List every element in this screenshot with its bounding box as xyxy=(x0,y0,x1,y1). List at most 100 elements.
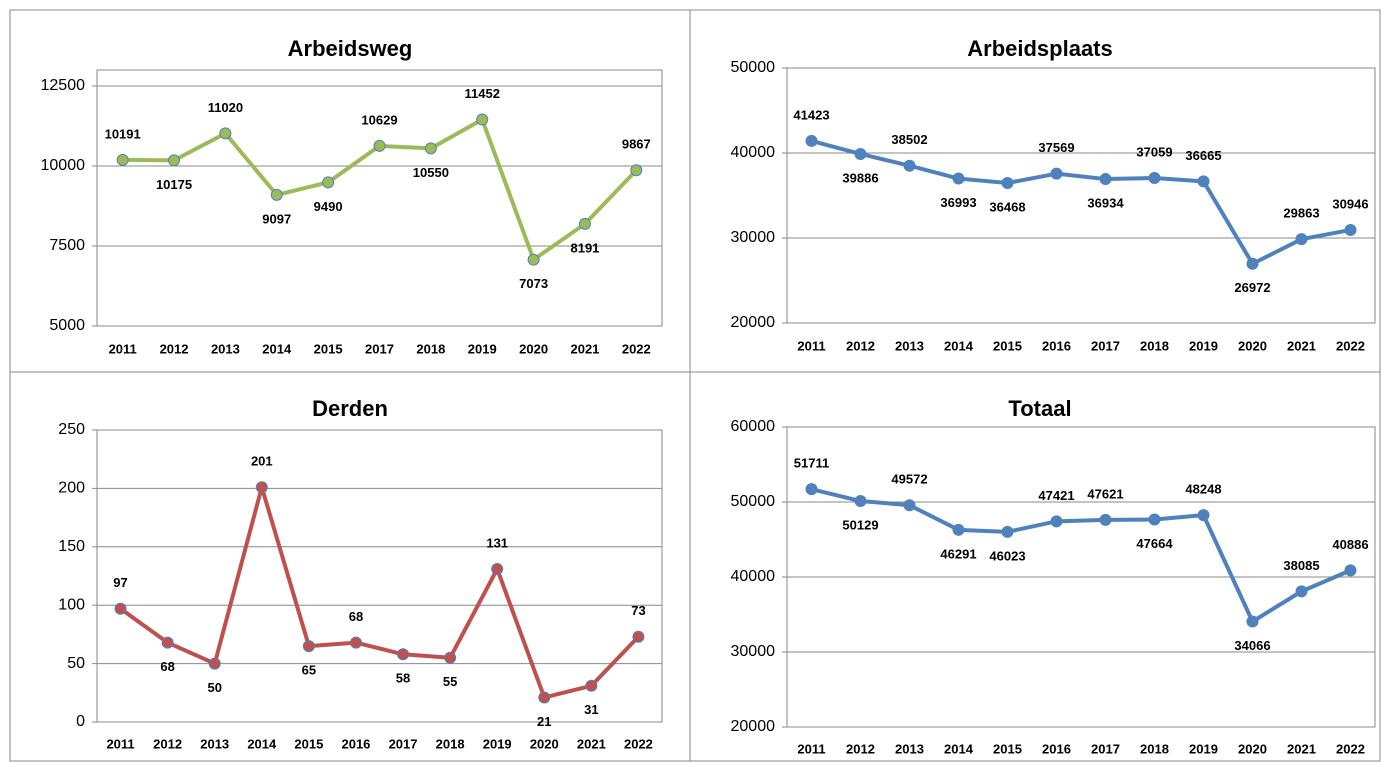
data-label: 10629 xyxy=(361,112,397,127)
panel-border xyxy=(689,9,1381,373)
point xyxy=(1197,509,1210,522)
x-tick-label: 2018 xyxy=(1140,338,1169,353)
data-label: 36993 xyxy=(940,195,976,210)
y-tick-label: 0 xyxy=(76,713,85,730)
data-label: 39886 xyxy=(842,170,878,185)
x-tick-label: 2012 xyxy=(160,341,189,356)
data-label: 68 xyxy=(160,659,174,674)
point xyxy=(630,164,643,177)
x-tick-label: 2014 xyxy=(944,338,974,353)
plot-area xyxy=(786,426,1376,728)
x-tick-label: 2016 xyxy=(1042,338,1071,353)
point xyxy=(632,630,645,643)
x-tick-label: 2022 xyxy=(1336,741,1365,756)
point xyxy=(854,495,867,508)
data-label: 58 xyxy=(396,671,410,686)
x-tick-label: 2012 xyxy=(846,338,875,353)
point xyxy=(270,188,283,201)
data-label: 37059 xyxy=(1136,144,1172,159)
x-tick-label: 2012 xyxy=(153,736,182,751)
point xyxy=(903,499,916,512)
data-label: 30946 xyxy=(1332,196,1368,211)
point xyxy=(476,113,489,126)
point xyxy=(444,651,457,664)
data-label: 68 xyxy=(349,609,363,624)
chart-title: Totaal xyxy=(1008,396,1071,421)
point xyxy=(1099,173,1112,186)
x-tick-label: 2017 xyxy=(1091,741,1120,756)
y-tick-label: 20000 xyxy=(731,718,776,735)
y-tick-label: 60000 xyxy=(731,418,776,435)
x-tick-label: 2017 xyxy=(1091,338,1120,353)
x-tick-label: 2013 xyxy=(895,741,924,756)
line xyxy=(811,487,1352,624)
x-tick-label: 2013 xyxy=(211,341,240,356)
data-label: 9490 xyxy=(314,199,343,214)
data-label: 21 xyxy=(537,714,551,729)
y-tick-label: 30000 xyxy=(731,229,776,246)
point xyxy=(1001,525,1014,538)
x-tick-label: 2022 xyxy=(624,736,653,751)
x-tick-label: 2015 xyxy=(993,338,1022,353)
point xyxy=(1001,177,1014,190)
data-label: 46291 xyxy=(940,546,976,561)
plot-area xyxy=(96,429,663,723)
point xyxy=(302,640,315,653)
x-tick-label: 2011 xyxy=(797,338,825,353)
data-label: 46023 xyxy=(989,548,1025,563)
data-label: 36934 xyxy=(1087,195,1124,210)
x-tick-label: 2019 xyxy=(1189,338,1218,353)
data-label: 10191 xyxy=(105,126,141,141)
y-tick-label: 250 xyxy=(58,421,85,438)
data-label: 73 xyxy=(631,603,645,618)
panel-border xyxy=(689,371,1381,762)
panel-border xyxy=(9,9,691,373)
line xyxy=(119,485,640,700)
point xyxy=(1050,515,1063,528)
x-tick-label: 2019 xyxy=(468,341,497,356)
data-label: 7073 xyxy=(519,276,548,291)
data-label: 37569 xyxy=(1038,140,1074,155)
data-label: 8191 xyxy=(570,240,599,255)
point xyxy=(1148,171,1161,184)
data-label: 31 xyxy=(584,702,598,717)
point xyxy=(397,648,410,661)
data-label: 65 xyxy=(302,663,316,678)
point xyxy=(854,147,867,160)
x-tick-label: 2012 xyxy=(846,741,875,756)
x-tick-label: 2018 xyxy=(416,341,445,356)
data-label: 201 xyxy=(251,454,273,469)
y-tick-label: 40000 xyxy=(731,144,776,161)
point xyxy=(903,159,916,172)
point xyxy=(255,481,268,494)
point xyxy=(1050,167,1063,180)
point xyxy=(1246,615,1259,628)
data-label: 36468 xyxy=(989,199,1025,214)
point xyxy=(538,691,551,704)
point xyxy=(1246,257,1259,270)
x-tick-label: 2021 xyxy=(577,736,606,751)
x-tick-label: 2011 xyxy=(109,341,137,356)
point xyxy=(116,153,129,166)
point xyxy=(1148,513,1161,526)
y-tick-label: 20000 xyxy=(731,314,776,331)
x-tick-label: 2020 xyxy=(1238,338,1267,353)
data-label: 9867 xyxy=(622,137,651,152)
point xyxy=(578,217,591,230)
data-label: 48248 xyxy=(1185,482,1221,497)
data-label: 38502 xyxy=(891,132,927,147)
point xyxy=(373,139,386,152)
y-tick-label: 10000 xyxy=(41,157,86,174)
data-label: 26972 xyxy=(1234,280,1270,295)
point xyxy=(585,679,598,692)
data-label: 47421 xyxy=(1038,488,1074,503)
x-tick-label: 2016 xyxy=(341,736,370,751)
x-tick-label: 2021 xyxy=(570,341,599,356)
point xyxy=(805,483,818,496)
point xyxy=(1295,585,1308,598)
x-tick-label: 2019 xyxy=(483,736,512,751)
data-label: 55 xyxy=(443,674,457,689)
point xyxy=(349,636,362,649)
data-label: 34066 xyxy=(1234,638,1270,653)
chart-title: Derden xyxy=(312,396,388,421)
